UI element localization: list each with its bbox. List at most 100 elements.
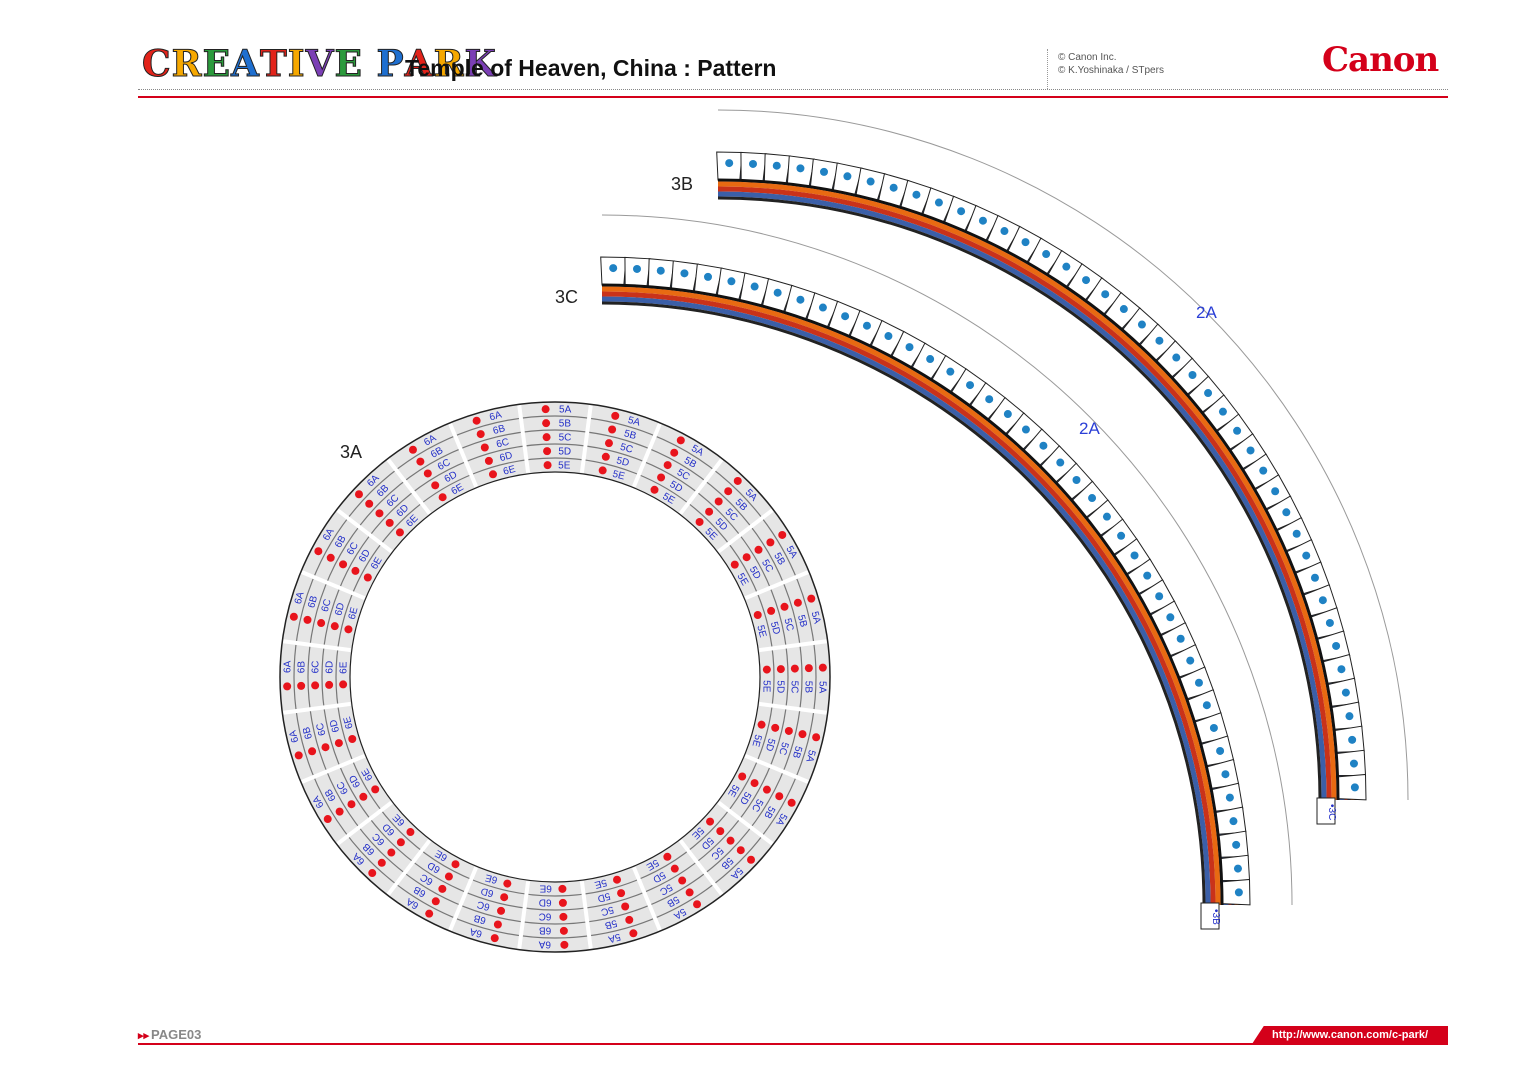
- ring-glue-dot: [657, 473, 666, 482]
- ring-glue-label: 5B: [682, 455, 698, 471]
- arc-tab-dot: [912, 190, 921, 199]
- ring-glue-dot: [559, 912, 568, 921]
- arc-end-tab: [1316, 797, 1336, 825]
- canon-brand-logo[interactable]: Canon: [1322, 40, 1439, 80]
- ring-glue-label: 6A: [404, 895, 420, 911]
- ring-glue-label: 6B: [412, 883, 428, 899]
- arc-tab-dot: [1072, 476, 1081, 485]
- ring-glue-dot: [543, 447, 552, 456]
- ring-glue-label: 5E: [754, 624, 768, 639]
- logo-letter: P: [376, 43, 405, 86]
- ring-glue-dot: [294, 751, 303, 760]
- ring-glue-dot: [406, 828, 415, 837]
- arc-stripe-inner: [717, 186, 1332, 801]
- double-chevron-icon: ▸▸: [138, 1030, 150, 1042]
- arc-tab-dot: [1332, 641, 1341, 650]
- ring-glue-label: 6C: [495, 437, 510, 451]
- ring-glue-label: 5E: [725, 782, 741, 798]
- arc-tab-dot: [1246, 446, 1255, 455]
- ring-glue-label: 5A: [627, 415, 642, 429]
- arc-tab-dot: [1349, 759, 1358, 768]
- ring-divider: [386, 458, 432, 515]
- arc-tab-dot: [1000, 227, 1009, 236]
- ring-glue-label: 5D: [558, 447, 571, 458]
- arc-tab-dot: [1310, 573, 1319, 582]
- arc-outer-glue-label: 2A: [1196, 303, 1217, 322]
- arc-tab-dot: [750, 282, 759, 291]
- arc-tab-dot: [1218, 407, 1227, 416]
- arc-tab-dot: [796, 295, 805, 304]
- creative-park-logo[interactable]: CREATIVE PARK: [142, 42, 497, 86]
- ring-glue-label: 5E: [760, 680, 771, 693]
- ring-glue-dot: [762, 785, 771, 794]
- arc-inner-part-label: 3C: [555, 287, 578, 307]
- ring-glue-dot: [753, 610, 762, 619]
- ring-glue-dot: [497, 906, 506, 915]
- ring-glue-dot: [541, 405, 550, 414]
- ring-glue-label: 6A: [288, 729, 302, 744]
- ring-glue-dot: [488, 470, 497, 479]
- ring-glue-dot: [613, 875, 622, 884]
- ring-glue-label: 6E: [347, 606, 361, 621]
- ring-glue-label: 5A: [559, 405, 572, 416]
- ring-glue-dot: [480, 443, 489, 452]
- arc-stripe-inner: [601, 296, 1211, 906]
- arc-end-tab: [1200, 902, 1220, 930]
- page-title: Temple of Heaven, China : Pattern: [405, 55, 777, 81]
- ring-glue-dot: [371, 785, 380, 794]
- arc-tab-dot: [1234, 888, 1243, 897]
- ring-divider: [386, 839, 432, 896]
- ring-glue-label: 6A: [283, 660, 294, 673]
- arc-tab-dot: [1341, 688, 1350, 697]
- ring-divider: [301, 753, 366, 784]
- copyright-divider: [1047, 49, 1048, 89]
- ring-glue-dot: [425, 909, 434, 918]
- arc-tab-dot: [1039, 441, 1048, 450]
- arc-tab-dot: [866, 177, 875, 186]
- ring-glue-dot: [368, 869, 377, 878]
- arc-tab-dot: [680, 269, 689, 278]
- ring-divider: [283, 701, 352, 715]
- arc-tab-dot: [1221, 770, 1230, 779]
- ring-glue-dot: [818, 663, 827, 672]
- ring-glue-label: 5E: [558, 461, 571, 472]
- arc-tab-dot: [1186, 656, 1195, 665]
- ring-glue-dot: [629, 929, 638, 938]
- ring-glue-label: 6A: [538, 938, 551, 949]
- ring-glue-dot: [542, 433, 551, 442]
- arc-tab-dot: [1056, 458, 1065, 467]
- ring-glue-dot: [790, 664, 799, 673]
- ring-glue-dot: [438, 493, 447, 502]
- ring-glue-dot: [317, 619, 326, 628]
- arc-tab-dot: [889, 183, 898, 192]
- ring-glue-label: 6B: [306, 594, 320, 609]
- ring-glue-label: 5C: [619, 442, 634, 456]
- arc-guide-line: [717, 109, 1409, 801]
- ring-glue-label: 6B: [323, 787, 339, 803]
- arc-tab-dot: [609, 264, 618, 273]
- ring-glue-label: 5A: [783, 544, 799, 560]
- arc-tab-dot: [978, 216, 987, 225]
- arc-tab-dot: [1102, 512, 1111, 521]
- ring-glue-label: 5E: [735, 572, 751, 588]
- ring-glue-dot: [330, 622, 339, 631]
- ring-glue-dot: [431, 897, 440, 906]
- ring-glue-label: 6B: [539, 924, 552, 935]
- arc-end-tab-label: •3C: [1326, 804, 1337, 820]
- ring-glue-label: 6E: [342, 715, 356, 730]
- ring-glue-label: 5E: [593, 876, 608, 890]
- ring-glue-dot: [321, 743, 330, 752]
- arc-tab-dot: [1348, 735, 1357, 744]
- arc-stripe-inner: [601, 291, 1216, 906]
- website-link[interactable]: http://www.canon.com/c-park/: [1252, 1026, 1448, 1044]
- arc-tab-dot: [1350, 783, 1359, 792]
- logo-letter: V: [305, 43, 335, 86]
- ring-glue-dot: [423, 469, 432, 478]
- ring-glue-dot: [742, 553, 751, 562]
- ring-glue-dot: [314, 547, 323, 556]
- ring-glue-dot: [730, 560, 739, 569]
- ring-glue-dot: [339, 560, 348, 569]
- ring-glue-dot: [500, 893, 509, 902]
- ring-glue-dot: [303, 615, 312, 624]
- logo-letter: E: [202, 43, 232, 86]
